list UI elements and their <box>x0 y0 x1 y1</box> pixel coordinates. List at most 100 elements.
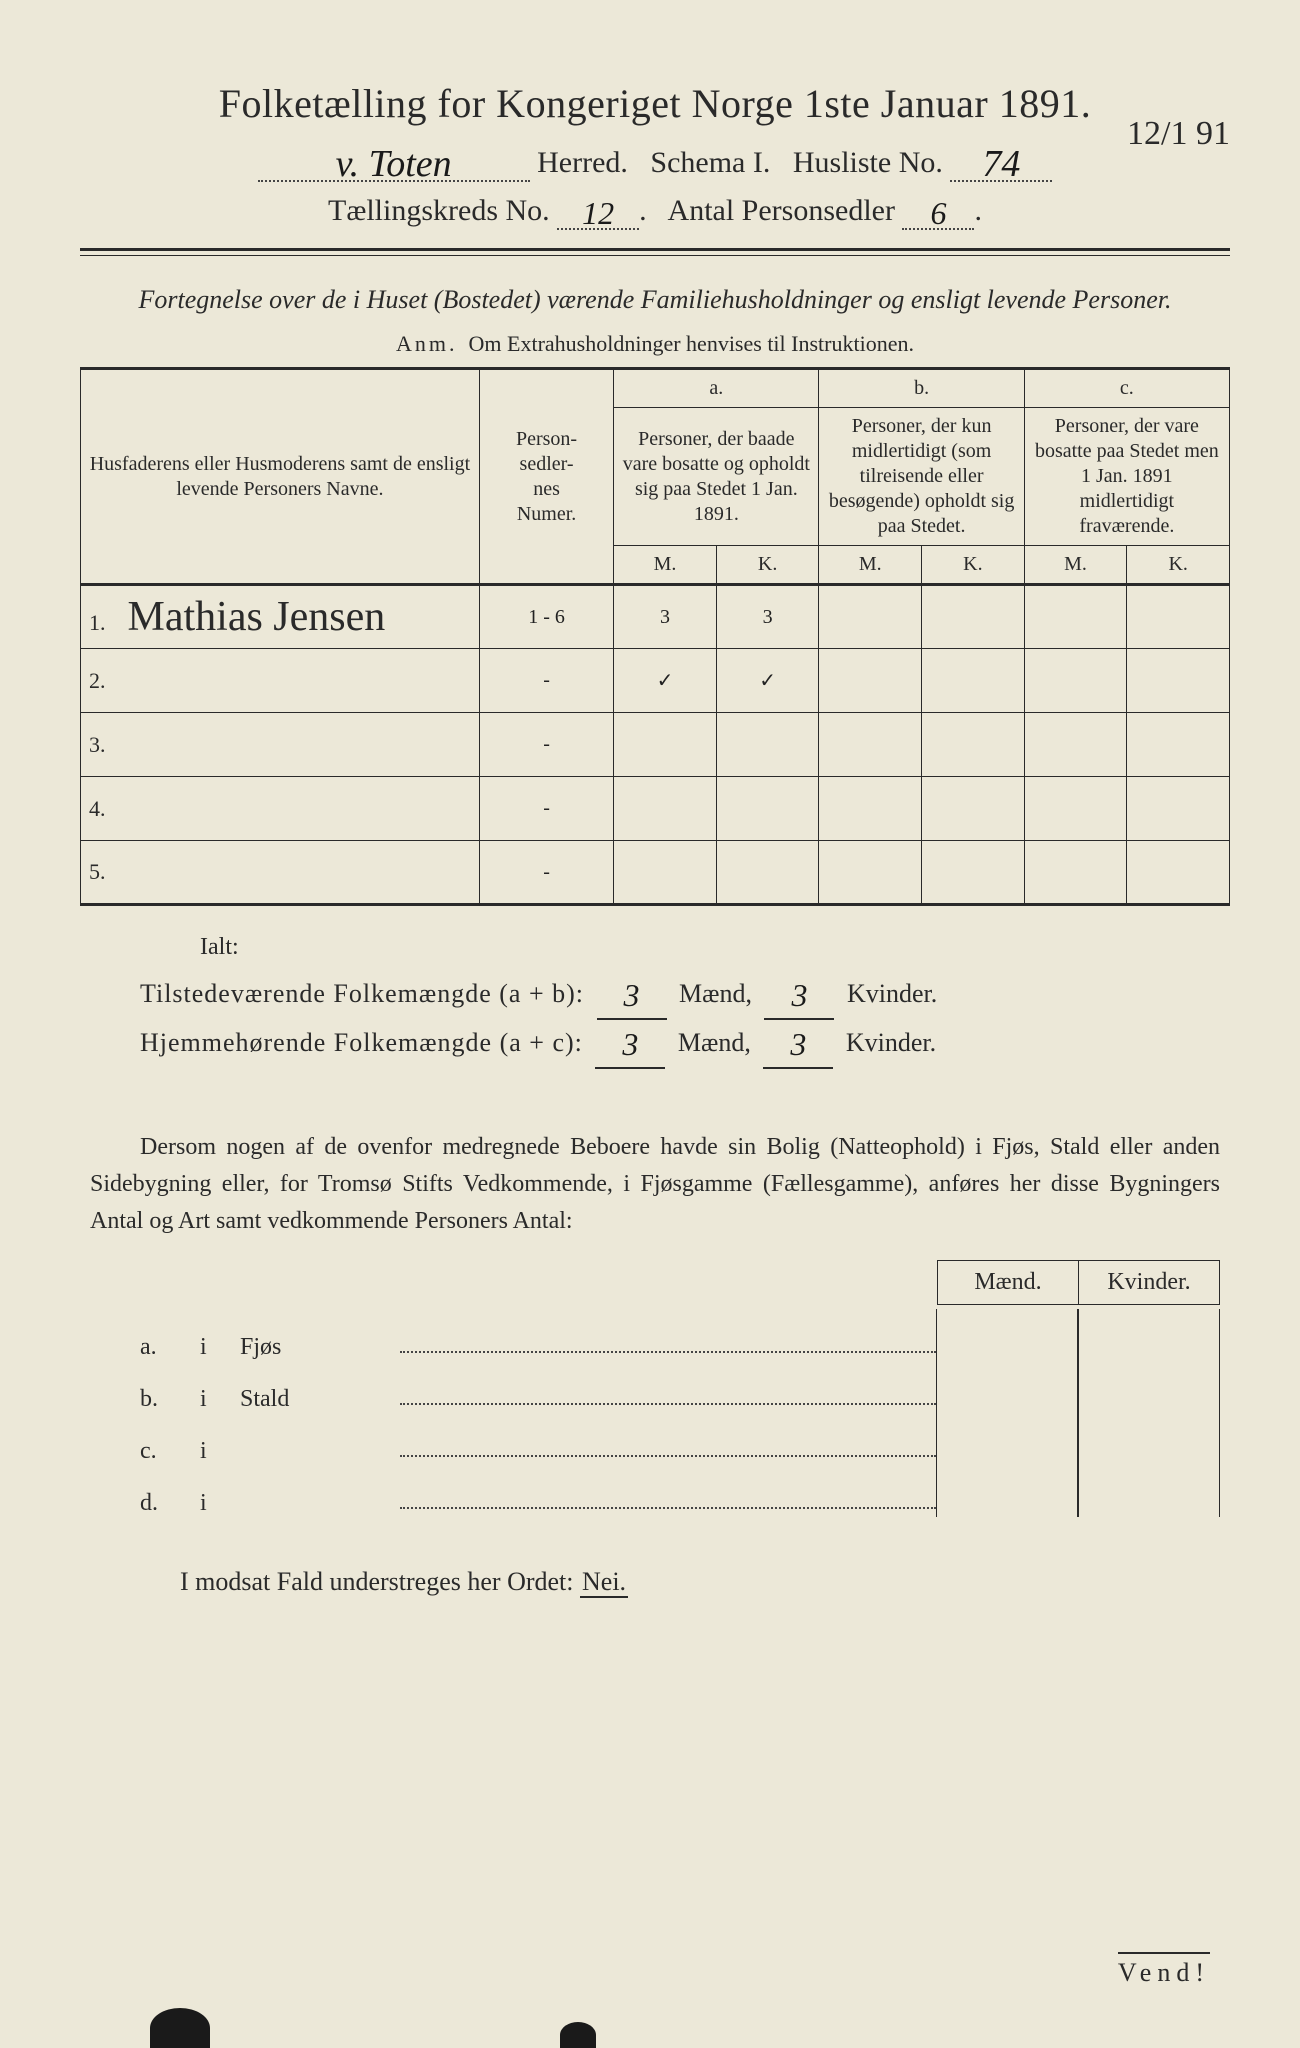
col-num-header: Person- sedler- nes Numer. <box>479 369 613 585</box>
nei-word: Nei. <box>580 1567 628 1598</box>
cell-c_m <box>1024 585 1127 649</box>
cell-a_k <box>716 713 819 777</box>
antal-value: 6 <box>930 195 946 231</box>
cell-c_k <box>1127 713 1230 777</box>
row-number: 4. <box>89 796 116 821</box>
b-col-m <box>936 1413 1078 1465</box>
cell-num: - <box>479 713 613 777</box>
buildings-row: c.i <box>140 1413 1220 1465</box>
row-number: 2. <box>89 668 116 693</box>
b-dots <box>400 1387 936 1405</box>
totals-line1-label: Tilstedeværende Folkemængde (a + b): <box>140 979 584 1008</box>
group-a-label: a. <box>614 369 819 408</box>
nei-prefix: I modsat Fald understreges her Ordet: <box>180 1567 574 1596</box>
totals-block: Tilstedeværende Folkemængde (a + b): 3 M… <box>140 971 1230 1069</box>
herred-label: Herred. <box>537 146 628 179</box>
table-row: 2.-✓✓ <box>81 649 1230 713</box>
cell-b_k <box>922 649 1025 713</box>
cell-c_m <box>1024 777 1127 841</box>
paper-tear <box>150 2008 210 2048</box>
b-i: i <box>200 1490 240 1517</box>
b-col-m <box>936 1309 1078 1361</box>
b-dots <box>400 1439 936 1457</box>
col-a-k: K. <box>716 546 819 585</box>
totals-line-2: Hjemmehørende Folkemængde (a + c): 3 Mæn… <box>140 1020 1230 1069</box>
totals-line1-k: 3 <box>791 977 807 1013</box>
herred-value: v. Toten <box>336 143 452 185</box>
cell-num: - <box>479 649 613 713</box>
cell-b_m <box>819 777 922 841</box>
b-dots <box>400 1335 936 1353</box>
cell-a_k: ✓ <box>716 649 819 713</box>
header-line-herred: v. Toten Herred. Schema I. Husliste No. … <box>80 145 1230 182</box>
anm-text: Om Extrahusholdninger henvises til Instr… <box>469 331 914 356</box>
cell-c_m <box>1024 713 1127 777</box>
totals-maend: Mænd, <box>679 979 752 1008</box>
ialt-label: Ialt: <box>200 934 1230 961</box>
table-row: 5.- <box>81 841 1230 905</box>
b-i: i <box>200 1438 240 1465</box>
row-number: 5. <box>89 859 116 884</box>
buildings-row: a.iFjøs <box>140 1309 1220 1361</box>
row-number: 1. <box>89 610 116 635</box>
b-letter: b. <box>140 1386 200 1413</box>
cell-a_k: 3 <box>716 585 819 649</box>
cell-c_m <box>1024 841 1127 905</box>
b-i: i <box>200 1386 240 1413</box>
b-name: Fjøs <box>240 1334 400 1361</box>
cell-b_k <box>922 841 1025 905</box>
cell-b_k <box>922 585 1025 649</box>
cell-num: 1 - 6 <box>479 585 613 649</box>
b-col-k <box>1078 1413 1220 1465</box>
cell-c_k <box>1127 649 1230 713</box>
row-name-cell: 1.Mathias Jensen <box>81 585 480 649</box>
vend-label: Vend! <box>1118 1952 1210 1988</box>
cell-b_m <box>819 841 922 905</box>
cell-a_m <box>614 777 717 841</box>
totals-line-1: Tilstedeværende Folkemængde (a + b): 3 M… <box>140 971 1230 1020</box>
b-col-k <box>1078 1465 1220 1517</box>
antal-label: Antal Personsedler <box>668 194 895 227</box>
group-b-header: Personer, der kun midlertidigt (som tilr… <box>819 408 1024 546</box>
anm-label: Anm. <box>396 331 458 356</box>
totals-line1-m: 3 <box>624 977 640 1013</box>
cell-a_m <box>614 841 717 905</box>
paper-tear <box>560 2022 596 2048</box>
divider-rule <box>80 248 1230 256</box>
main-title: Folketælling for Kongeriget Norge 1ste J… <box>80 80 1230 127</box>
table-body: 1.Mathias Jensen1 - 6332.-✓✓3.-4.-5.- <box>81 585 1230 905</box>
row-name-hand: Mathias Jensen <box>116 594 386 640</box>
table-row: 4.- <box>81 777 1230 841</box>
b-i: i <box>200 1334 240 1361</box>
husliste-label: Husliste No. <box>793 146 943 179</box>
cell-a_k <box>716 841 819 905</box>
top-right-annotation: 12/1 91 <box>1127 115 1230 153</box>
totals-line2-m: 3 <box>622 1026 638 1062</box>
col-c-k: K. <box>1127 546 1230 585</box>
b-name: Stald <box>240 1386 400 1413</box>
cell-c_k <box>1127 777 1230 841</box>
cell-c_m <box>1024 649 1127 713</box>
cell-b_k <box>922 777 1025 841</box>
b-col-m <box>936 1465 1078 1517</box>
group-b-label: b. <box>819 369 1024 408</box>
row-name-cell: 4. <box>81 777 480 841</box>
household-table: Husfaderens eller Husmoderens samt de en… <box>80 367 1230 906</box>
kreds-value: 12 <box>582 195 614 231</box>
cell-a_m: 3 <box>614 585 717 649</box>
row-name-cell: 5. <box>81 841 480 905</box>
buildings-header: Mænd. Kvinder. <box>140 1260 1220 1305</box>
cell-a_m: ✓ <box>614 649 717 713</box>
buildings-row: d.i <box>140 1465 1220 1517</box>
row-number: 3. <box>89 732 116 757</box>
subtitle: Fortegnelse over de i Huset (Bostedet) v… <box>120 282 1190 317</box>
cell-a_k <box>716 777 819 841</box>
table-row: 3. - <box>81 713 1230 777</box>
b-letter: a. <box>140 1334 200 1361</box>
col-b-m: M. <box>819 546 922 585</box>
b-letter: d. <box>140 1490 200 1517</box>
b-dots <box>400 1491 936 1509</box>
cell-a_m <box>614 713 717 777</box>
buildings-row: b.iStald <box>140 1361 1220 1413</box>
totals-kvinder-2: Kvinder. <box>846 1028 936 1057</box>
